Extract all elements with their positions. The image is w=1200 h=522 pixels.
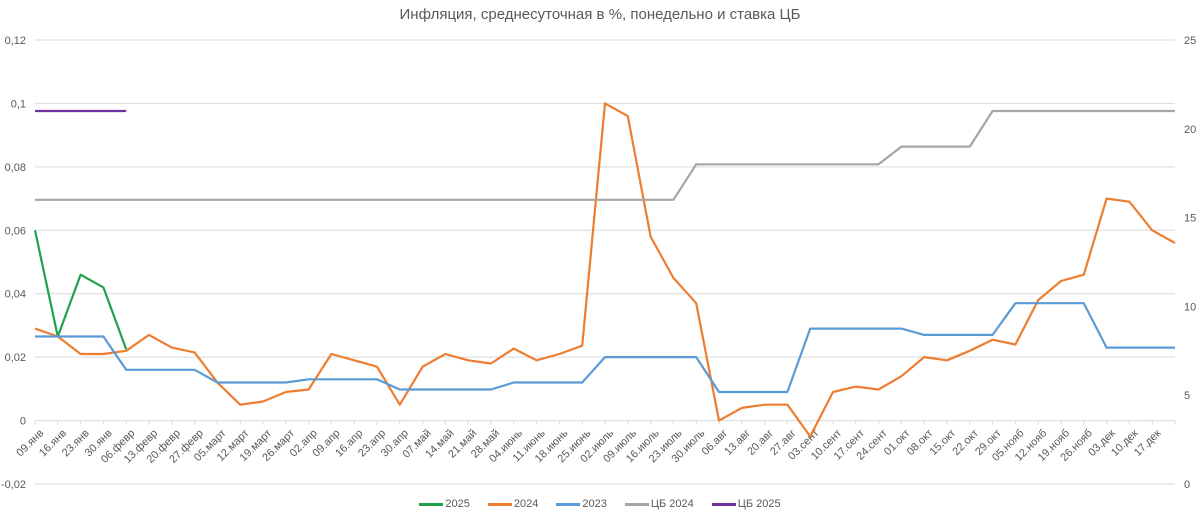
y-tick-label: 0 xyxy=(20,416,26,428)
y2-tick-label: 25 xyxy=(1184,35,1196,47)
legend-label: 2025 xyxy=(445,498,470,510)
legend-swatch-icon xyxy=(487,502,512,506)
legend-item: 2025 xyxy=(419,498,470,510)
series-line-2024 xyxy=(34,102,1176,438)
legend-item: ЦБ 2024 xyxy=(624,498,694,510)
y-tick-label: 0,04 xyxy=(5,289,26,301)
series-line-2025 xyxy=(33,230,128,350)
y-tick-label: 0,1 xyxy=(11,98,26,110)
legend-item: 2023 xyxy=(556,498,607,510)
legend-item: 2024 xyxy=(487,498,539,510)
y-tick-label: 0,08 xyxy=(5,162,26,174)
legend-label: ЦБ 2025 xyxy=(737,498,781,510)
series-line-2023 xyxy=(35,302,1175,394)
y2-tick-label: 15 xyxy=(1184,213,1196,225)
legend-swatch-icon xyxy=(556,502,581,506)
legend-swatch-icon xyxy=(711,502,736,506)
y2-tick-label: 0 xyxy=(1184,479,1190,491)
legend-item: ЦБ 2025 xyxy=(711,498,781,510)
y2-tick-label: 5 xyxy=(1184,390,1190,402)
legend-label: 2024 xyxy=(513,498,539,510)
y2-tick-label: 20 xyxy=(1184,124,1196,136)
y-tick-label: 0,12 xyxy=(5,35,26,47)
legend-swatch-icon xyxy=(624,502,649,506)
chart-title: Инфляция, среднесуточная в %, понедельно… xyxy=(399,6,801,23)
legend-swatch-icon xyxy=(419,502,444,506)
y-tick-label: 0,06 xyxy=(5,225,26,237)
y-tick-label: 0,02 xyxy=(5,352,26,364)
legend: 2025 2024 2023 ЦБ 2024 ЦБ 2025 xyxy=(0,498,1200,510)
legend-label: ЦБ 2024 xyxy=(650,498,694,510)
legend-label: 2023 xyxy=(582,498,607,510)
y2-tick-label: 10 xyxy=(1184,301,1196,313)
y-tick-label: -0,02 xyxy=(1,479,26,491)
series-line-ЦБ-2024 xyxy=(35,109,1175,201)
